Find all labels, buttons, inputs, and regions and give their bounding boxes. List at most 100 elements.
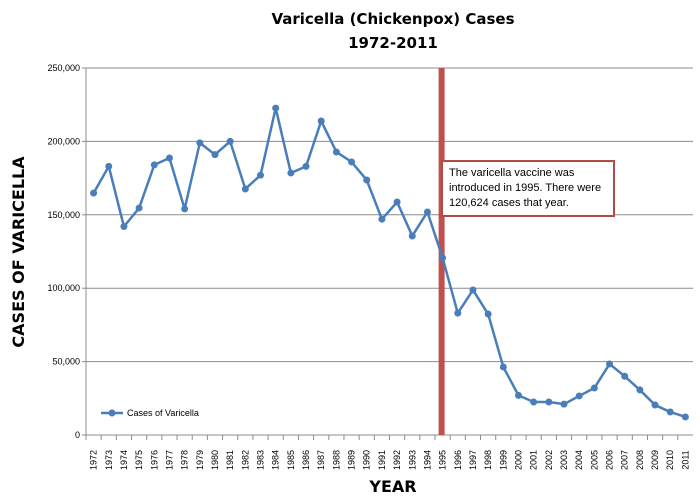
x-tick-label: 1984 [271,450,281,470]
data-point [499,363,507,371]
series-cases-of-varicella [90,104,689,421]
x-tick-label: 2000 [513,450,523,470]
data-point [469,286,477,294]
x-tick-label: 1990 [362,450,372,470]
x-tick-label: 1972 [89,450,99,470]
x-tick-label: 1995 [438,450,448,470]
legend-marker [108,409,116,417]
data-point [530,398,538,406]
data-point [606,360,614,368]
data-point [348,158,356,166]
y-tick-label: 150,000 [47,210,80,220]
data-point [150,161,158,169]
x-tick-label: 2002 [544,450,554,470]
x-tick-label: 2011 [680,450,690,469]
legend: Cases of Varicella [101,408,199,418]
data-point [165,154,173,162]
data-point [241,185,249,193]
x-tick-label: 2010 [665,450,675,470]
x-tick-label: 1985 [286,450,296,470]
x-tick-labels: 1972 1973 1974 1975 1976 1977 1978 1979 1980 1981… [89,450,691,470]
x-tick-label: 1976 [149,450,159,470]
chart-subtitle: 1972-2011 [348,34,438,52]
data-point [484,310,492,318]
x-tick-label: 1994 [422,450,432,470]
x-tick-label: 2004 [574,450,584,470]
data-point [666,408,674,416]
data-point [257,171,265,179]
data-point [408,232,416,240]
x-tick-label: 2009 [650,450,660,470]
y-tick-labels: 0 50,000 100,000 150,000 200,000 250,000 [47,63,80,440]
x-tick-label: 1974 [119,450,129,470]
data-point [454,309,462,317]
x-tick-label: 1973 [104,450,114,470]
x-tick-label: 1986 [301,450,311,470]
data-point [317,117,325,125]
data-point [423,208,431,216]
x-tick-label: 1991 [377,450,387,470]
x-tick-label: 1989 [347,450,357,470]
data-point [105,162,113,170]
x-tick-label: 1980 [210,450,220,470]
data-point [439,254,447,262]
x-tick-label: 2007 [620,450,630,470]
data-point [363,176,371,184]
data-point [90,189,98,197]
data-point [590,384,598,392]
data-point [211,151,219,159]
x-tick-label: 1998 [483,450,493,470]
data-point [302,162,310,170]
data-point [621,372,629,380]
data-point [560,400,568,408]
y-tick-label: 50,000 [52,357,80,367]
data-point [332,148,340,156]
x-tick-label: 1975 [134,450,144,470]
x-tick-label: 1979 [195,450,205,470]
x-tick-label: 1997 [468,450,478,470]
x-tick-label: 1982 [240,450,250,470]
x-tick-label: 1978 [180,450,190,470]
data-point [287,169,295,177]
y-axis-title: CASES OF VARICELLA [9,156,28,348]
y-tick-label: 250,000 [47,63,80,73]
legend-label: Cases of Varicella [127,408,199,418]
data-point [636,386,644,394]
y-tick-label: 0 [75,430,80,440]
gridlines [82,67,693,440]
data-point [196,139,204,147]
x-tick-label: 1988 [331,450,341,470]
series-line [92,106,686,419]
x-tick-label: 1977 [164,450,174,470]
data-point [651,401,659,409]
data-point [393,198,401,206]
y-tick-label: 100,000 [47,283,80,293]
data-point [135,204,143,212]
x-tick-label: 1996 [453,450,463,470]
chart-title: Varicella (Chickenpox) Cases [271,10,514,28]
data-point [272,104,280,112]
y-tick-label: 200,000 [47,136,80,146]
x-tick-label: 2006 [605,450,615,470]
x-tick-label: 2005 [589,450,599,470]
data-point [681,413,689,421]
data-point [514,391,522,399]
x-tick-label: 2001 [529,450,539,470]
x-tick-label: 1981 [225,450,235,470]
x-tick-label: 1987 [316,450,326,470]
x-tick-label: 2008 [635,450,645,470]
data-point [575,392,583,400]
x-tick-label: 2003 [559,450,569,470]
data-point [545,398,553,406]
data-point [181,205,189,213]
vaccine-annotation: The varicella vaccine was introduced in … [441,160,615,217]
data-point [378,215,386,223]
x-tick-label: 1983 [256,450,266,470]
x-tick-label: 1993 [407,450,417,470]
data-point [120,223,128,231]
data-point [226,137,234,145]
x-axis-title: YEAR [368,477,416,496]
x-tick-label: 1992 [392,450,402,470]
x-tick-label: 1999 [498,450,508,470]
